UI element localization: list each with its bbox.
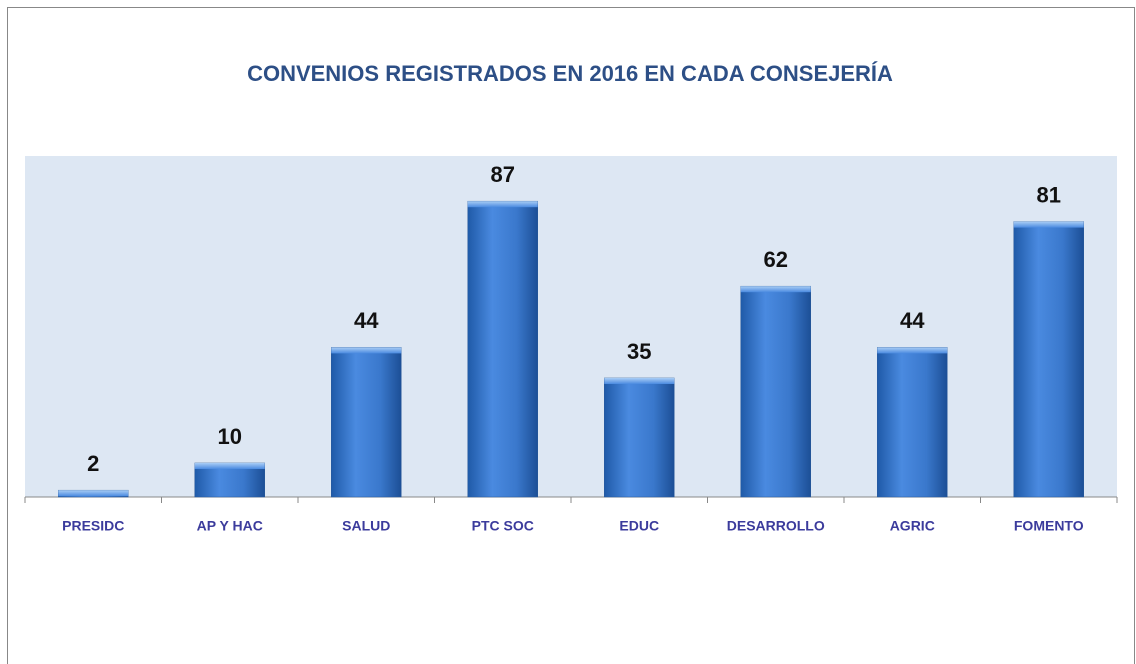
value-label: 81	[1037, 182, 1061, 207]
chart-title: CONVENIOS REGISTRADOS EN 2016 EN CADA CO…	[247, 61, 893, 86]
x-tick-label: PTC SOC	[472, 518, 534, 534]
bar	[467, 200, 538, 498]
value-label: 10	[218, 424, 242, 449]
x-tick-label: PRESIDC	[62, 518, 124, 534]
value-label: 44	[354, 308, 379, 333]
value-label: 35	[627, 339, 651, 364]
value-label: 87	[491, 162, 515, 187]
x-tick-label: FOMENTO	[1014, 518, 1084, 534]
bar	[58, 489, 129, 498]
bar	[740, 285, 811, 498]
bar	[877, 347, 948, 498]
value-label: 62	[764, 247, 788, 272]
x-tick-label: SALUD	[342, 518, 390, 534]
plot-area	[25, 156, 1117, 497]
x-tick-label: EDUC	[619, 518, 659, 534]
x-tick-label: AP Y HAC	[197, 518, 263, 534]
x-tick-label: AGRIC	[890, 518, 935, 534]
bar	[194, 462, 265, 498]
x-tick-label: DESARROLLO	[727, 518, 825, 534]
value-label: 2	[87, 451, 99, 476]
bar	[1013, 221, 1084, 498]
bar	[604, 377, 675, 498]
value-label: 44	[900, 308, 925, 333]
bar	[331, 347, 402, 498]
